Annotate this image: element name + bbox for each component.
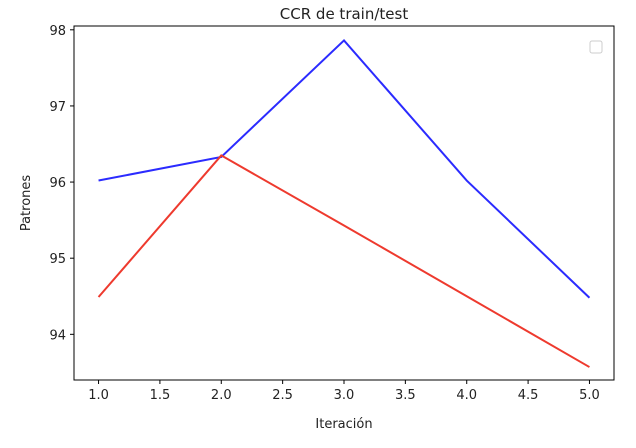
x-tick-label: 1.5 bbox=[150, 388, 171, 403]
x-tick-label: 2.5 bbox=[272, 388, 293, 403]
x-tick-label: 2.0 bbox=[211, 388, 232, 403]
x-axis: 1.0 1.5 2.0 2.5 3.0 3.5 4.0 4.5 5.0 bbox=[88, 380, 600, 403]
y-tick-label: 95 bbox=[49, 252, 66, 267]
legend-box bbox=[589, 40, 603, 54]
y-axis: 94 95 96 97 98 bbox=[49, 24, 74, 343]
series-line-1 bbox=[98, 39, 591, 299]
y-tick-label: 98 bbox=[49, 24, 66, 39]
x-tick-label: 4.0 bbox=[456, 388, 477, 403]
chart-title: CCR de train/test bbox=[280, 5, 409, 23]
x-tick-label: 3.5 bbox=[395, 388, 416, 403]
plot-area bbox=[73, 25, 615, 381]
y-tick-label: 97 bbox=[49, 100, 66, 115]
series-layer bbox=[97, 39, 591, 368]
x-tick-label: 3.0 bbox=[334, 388, 355, 403]
x-tick-label: 4.5 bbox=[518, 388, 539, 403]
series-line-2 bbox=[97, 154, 590, 368]
x-axis-label: Iteración bbox=[315, 417, 372, 432]
y-tick-label: 94 bbox=[49, 328, 66, 343]
x-tick-label: 5.0 bbox=[579, 388, 600, 403]
y-axis-label: Patrones bbox=[19, 175, 34, 232]
y-tick-label: 96 bbox=[49, 176, 66, 191]
x-tick-label: 1.0 bbox=[88, 388, 109, 403]
